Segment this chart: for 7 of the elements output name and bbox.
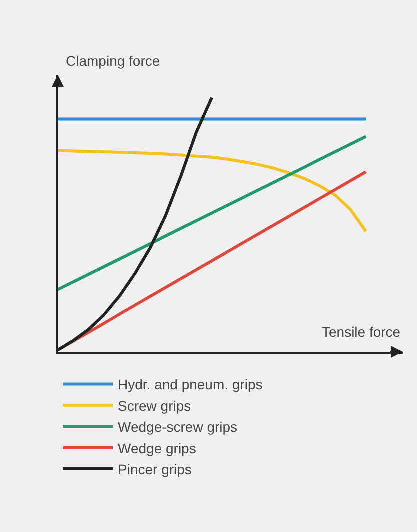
legend-label: Screw grips — [118, 398, 192, 414]
y-axis-title: Clamping force — [66, 53, 160, 69]
legend-label: Pincer grips — [118, 461, 192, 478]
x-axis-title: Tensile force — [322, 324, 401, 340]
legend-label: Wedge grips — [118, 440, 196, 456]
legend-label: Hydr. and pneum. grips — [118, 376, 263, 393]
legend-label: Wedge-screw grips — [118, 419, 238, 436]
